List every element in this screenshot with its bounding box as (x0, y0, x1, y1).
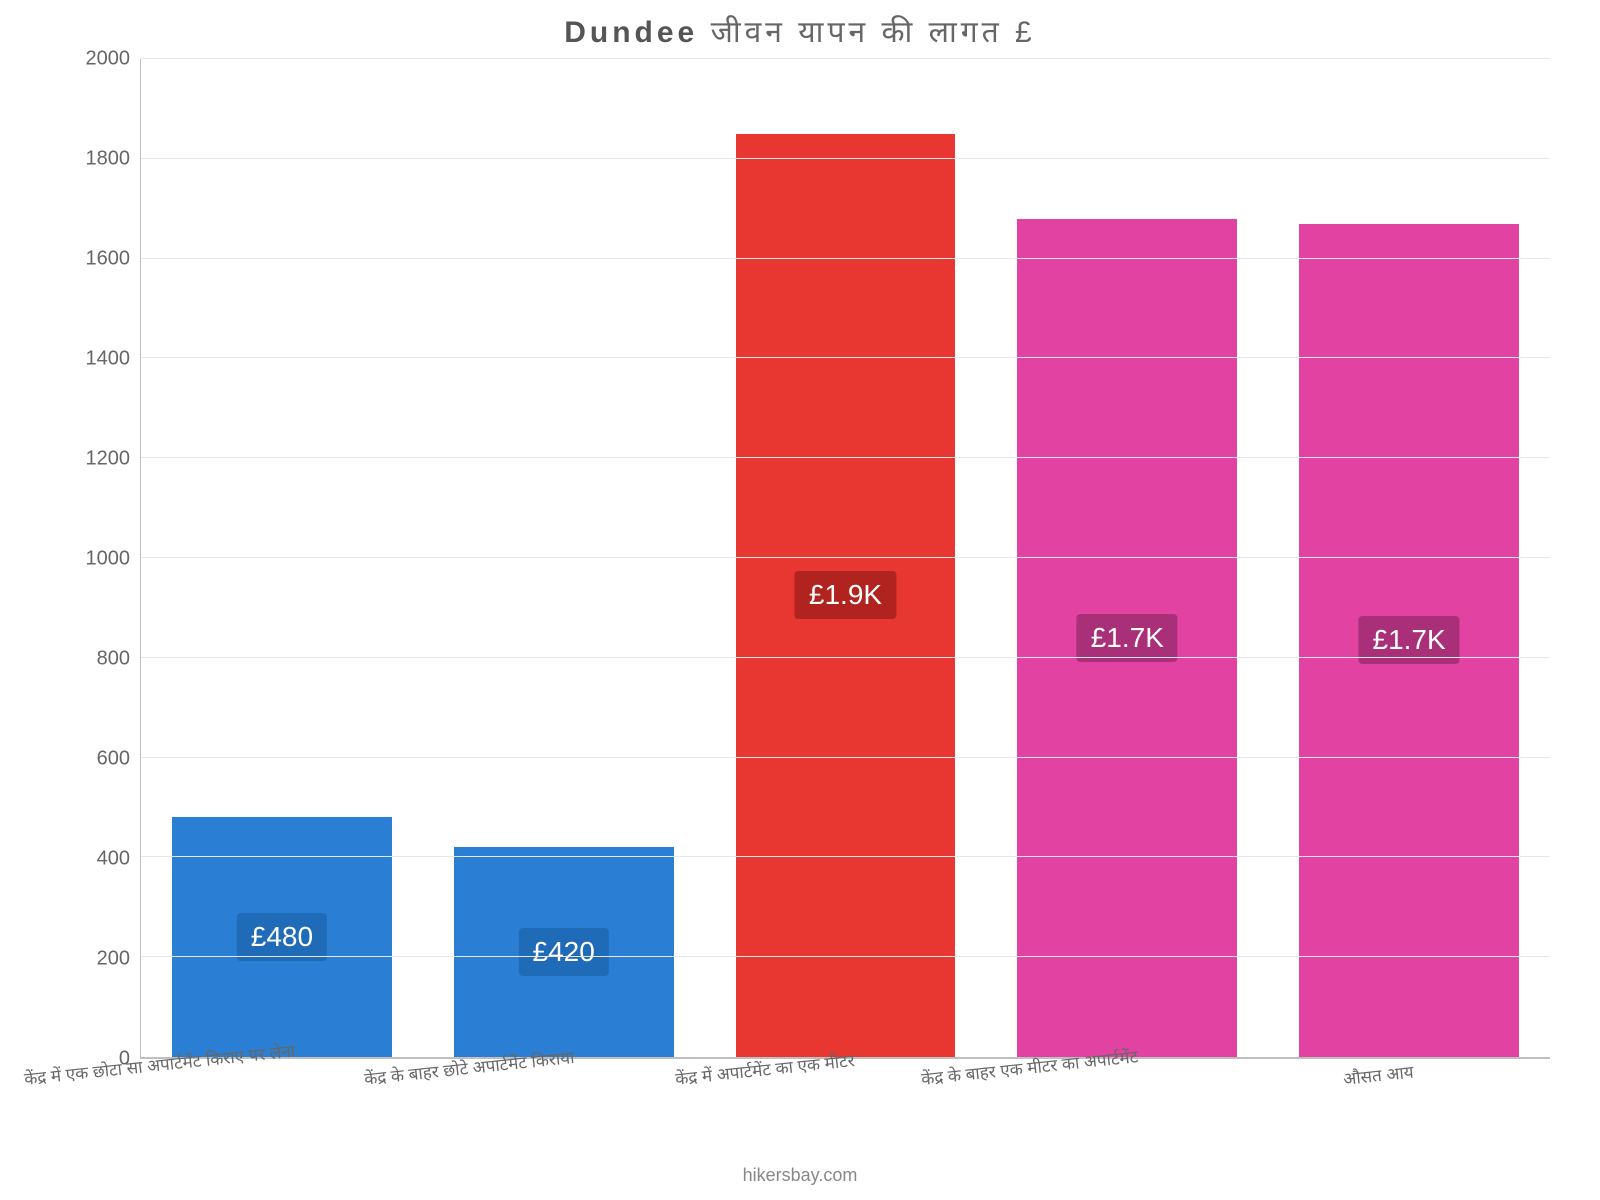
gridline (141, 457, 1550, 458)
y-tick-label: 1800 (86, 148, 131, 171)
gridline (141, 357, 1550, 358)
y-tick-label: 1400 (86, 348, 131, 371)
plot-area: 0200400600800100012001400160018002000 £4… (50, 59, 1550, 1059)
value-badge: £480 (237, 913, 327, 961)
gridline (141, 557, 1550, 558)
bar: £1.7K (1017, 219, 1237, 1057)
x-axis: केंद्र में एक छोटा सा अपार्टमेंट किराए प… (140, 1059, 1550, 1119)
value-badge: £1.7K (1077, 614, 1178, 662)
y-axis: 0200400600800100012001400160018002000 (50, 59, 140, 1059)
bar: £480 (172, 817, 392, 1057)
gridline (141, 58, 1550, 59)
bar-slot: £420 (423, 59, 705, 1057)
x-label-slot: केंद्र के बाहर एक मीटर का अपार्टमेंट (986, 1059, 1268, 1119)
title-location: Dundee (564, 16, 698, 49)
y-tick-label: 1600 (86, 248, 131, 271)
gridline (141, 657, 1550, 658)
x-label-slot: केंद्र के बाहर छोटे अपार्टमेंट किराया (422, 1059, 704, 1119)
bar-slot: £1.7K (1268, 59, 1550, 1057)
bar: £1.9K (736, 134, 956, 1057)
gridline (141, 757, 1550, 758)
gridline (141, 956, 1550, 957)
grid-and-bars: £480 £420 £1.9K £1.7K £1.7K (140, 59, 1550, 1059)
gridline (141, 856, 1550, 857)
gridline (141, 258, 1550, 259)
attribution-text: hikersbay.com (0, 1165, 1600, 1186)
value-badge: £420 (519, 928, 609, 976)
chart-title: Dundee जीवन यापन की लागत £ (50, 10, 1550, 51)
y-tick-label: 600 (97, 748, 130, 771)
gridline (141, 158, 1550, 159)
y-tick-label: 1000 (86, 548, 131, 571)
bar: £1.7K (1299, 224, 1519, 1057)
bar-slot: £1.9K (705, 59, 987, 1057)
title-rest: जीवन यापन की लागत £ (698, 16, 1036, 49)
y-tick-label: 400 (97, 848, 130, 871)
x-axis-label: औसत आय (1342, 1060, 1415, 1090)
value-badge: £1.9K (795, 571, 896, 619)
bar: £420 (454, 847, 674, 1057)
y-tick-label: 1200 (86, 448, 131, 471)
bar-slot: £480 (141, 59, 423, 1057)
bars-container: £480 £420 £1.9K £1.7K £1.7K (141, 59, 1550, 1057)
y-tick-label: 2000 (86, 48, 131, 71)
bar-slot: £1.7K (986, 59, 1268, 1057)
x-label-slot: औसत आय (1268, 1059, 1550, 1119)
y-tick-label: 800 (97, 648, 130, 671)
cost-of-living-chart: Dundee जीवन यापन की लागत £ 0200400600800… (50, 10, 1550, 1140)
y-tick-label: 200 (97, 948, 130, 971)
